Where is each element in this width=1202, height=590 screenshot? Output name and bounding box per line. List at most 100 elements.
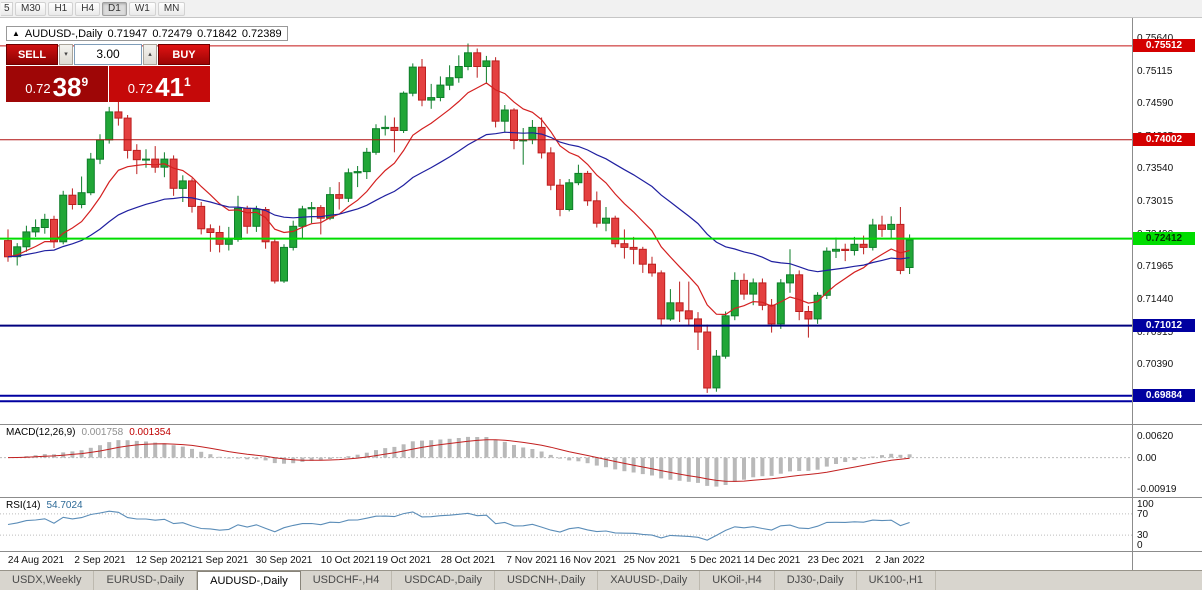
volume-input[interactable]: 3.00 (74, 44, 142, 65)
candle (657, 270, 666, 327)
candle (813, 292, 822, 324)
candle (280, 244, 288, 283)
price-axis-label: 0.73540 (1137, 163, 1174, 174)
price-axis[interactable]: 0.756400.751150.745900.740650.735400.730… (1133, 0, 1202, 570)
volume-increment-button[interactable]: ▴ (143, 44, 157, 65)
time-axis-label: 25 Nov 2021 (623, 555, 681, 566)
timeframe-button-partial[interactable]: 5 (1, 1, 13, 16)
timeframe-button-h4[interactable]: H4 (75, 1, 101, 16)
chart-tab[interactable]: USDCAD-,Daily (392, 571, 495, 590)
timeframe-button-mn[interactable]: MN (157, 1, 186, 16)
chart-tab[interactable]: USDX,Weekly (0, 571, 95, 590)
candle (546, 147, 555, 191)
rsi-panel-canvas[interactable] (0, 498, 1132, 551)
sell-button[interactable]: SELL (6, 44, 58, 65)
rsi-label-row: RSI(14) 54.7024 (6, 500, 83, 511)
candle (786, 249, 794, 293)
candle (905, 234, 914, 274)
candle (473, 48, 482, 78)
price-axis-label: 0.70390 (1137, 359, 1174, 370)
candle (850, 236, 859, 256)
time-axis-label: 7 Nov 2021 (506, 555, 558, 566)
time-axis-label: 5 Dec 2021 (690, 555, 742, 566)
candle (151, 146, 160, 173)
candle (436, 76, 445, 102)
candle (629, 236, 638, 265)
candle (703, 324, 712, 393)
candle (270, 238, 279, 284)
indicator-line (7, 131, 910, 273)
chart-tab[interactable]: XAUUSD-,Daily (598, 571, 701, 590)
timeframe-button-w1[interactable]: W1 (128, 1, 156, 16)
buy-button[interactable]: BUY (158, 44, 210, 65)
chart-tab[interactable]: UK100-,H1 (857, 571, 937, 590)
sell-price-display[interactable]: 0.72 38 9 (6, 66, 108, 102)
candle (675, 281, 684, 322)
candle (721, 311, 730, 359)
price-level-badge: 0.74002 (1133, 133, 1195, 146)
macd-main-value: 0.001758 (81, 427, 124, 438)
candle (887, 216, 896, 240)
candle (335, 182, 344, 210)
macd-axis-label: 0.00 (1137, 453, 1157, 464)
candle (105, 106, 114, 144)
volume-decrement-button[interactable]: ▾ (59, 44, 73, 65)
time-axis-label: 24 Aug 2021 (7, 555, 65, 566)
chart-tab[interactable]: EURUSD-,Daily (94, 571, 198, 590)
time-axis-label: 14 Dec 2021 (743, 555, 801, 566)
time-axis-label: 19 Oct 2021 (376, 555, 432, 566)
chart-symbol-title: AUDUSD-,Daily (24, 27, 103, 40)
buy-price-display[interactable]: 0.72 41 1 (108, 66, 210, 102)
price-axis-label: 0.71965 (1137, 261, 1174, 272)
candle (822, 247, 831, 299)
candle (123, 115, 132, 159)
candle (307, 202, 316, 224)
time-axis-label: 21 Sep 2021 (191, 555, 249, 566)
time-axis[interactable]: 24 Aug 2021 2 Sep 2021 12 Sep 2021 21 Sep 2… (0, 552, 1132, 570)
sell-price-base: 0.72 (25, 81, 51, 96)
candle (445, 65, 454, 91)
timeframe-button-d1[interactable]: D1 (102, 1, 127, 16)
candle (160, 152, 169, 178)
candle (68, 188, 77, 210)
timeframe-button-m30[interactable]: M30 (15, 1, 47, 16)
price-axis-label: 0.71440 (1137, 294, 1174, 305)
indicator-line (7, 510, 910, 541)
candle (344, 168, 353, 202)
macd-panel-canvas[interactable] (0, 425, 1132, 497)
candle (427, 83, 436, 109)
panel-resize-handle[interactable] (0, 497, 1202, 498)
candle (730, 272, 739, 321)
candle (408, 63, 417, 97)
sell-price-pipette: 9 (81, 75, 89, 89)
candle (758, 278, 767, 311)
candle (684, 281, 693, 327)
macd-signal-value: 0.001354 (129, 427, 171, 438)
candle (795, 270, 804, 321)
chart-tab-bar: USDX,Weekly EURUSD-,Daily AUDUSD-,Daily USD… (0, 570, 1202, 590)
candle (96, 134, 104, 165)
candle (132, 144, 141, 175)
chart-tab[interactable]: UKOil-,H4 (700, 571, 775, 590)
candle (878, 215, 886, 237)
candle (620, 229, 629, 259)
panel-resize-handle[interactable] (0, 424, 1202, 425)
candle (510, 108, 518, 150)
candle (740, 273, 748, 300)
rsi-axis-label: 100 (1137, 499, 1154, 510)
macd-label-row: MACD(12,26,9) 0.001758 0.001354 (6, 427, 171, 438)
rsi-indicator-name: RSI(14) (6, 500, 41, 511)
chart-tab[interactable]: AUDUSD-,Daily (197, 571, 301, 590)
collapse-trade-panel-icon[interactable]: ▲ (12, 29, 20, 38)
ohlc-high: 0.72479 (152, 27, 193, 40)
macd-indicator-name: MACD(12,26,9) (6, 427, 76, 438)
price-level-badge: 0.72412 (1133, 232, 1195, 245)
chart-tab[interactable]: DJ30-,Daily (775, 571, 857, 590)
price-level-badge: 0.75512 (1133, 39, 1195, 52)
chart-tab[interactable]: USDCHF-,H4 (301, 571, 393, 590)
timeframe-button-h1[interactable]: H1 (48, 1, 74, 16)
candle (298, 205, 307, 240)
candle (556, 179, 564, 217)
chart-tab[interactable]: USDCNH-,Daily (495, 571, 599, 590)
